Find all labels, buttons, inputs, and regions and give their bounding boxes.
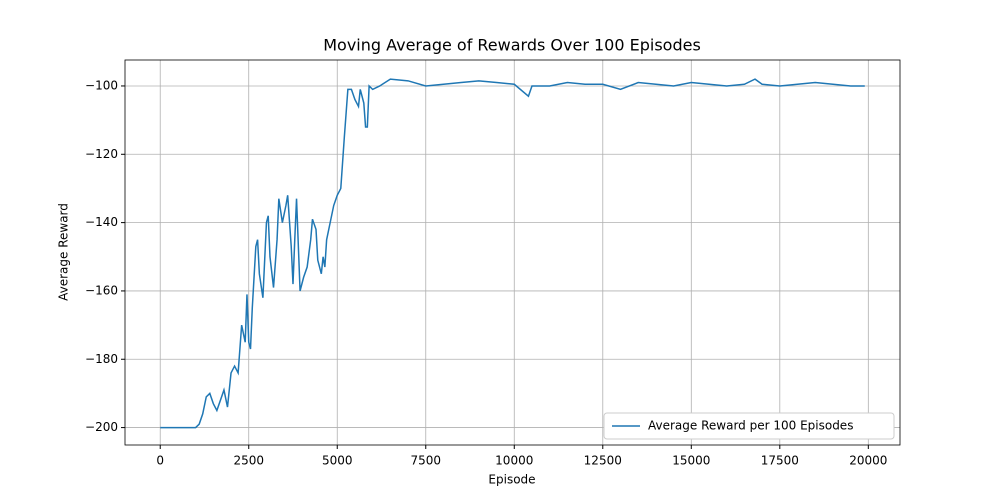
y-tick-label: −180 — [85, 352, 118, 366]
x-tick-label: 17500 — [761, 454, 799, 468]
x-tick-label: 2500 — [233, 454, 264, 468]
x-tick-label: 5000 — [322, 454, 353, 468]
y-axis-label: Average Reward — [57, 203, 71, 301]
chart-title: Moving Average of Rewards Over 100 Episo… — [323, 36, 701, 55]
x-tick-label: 10000 — [495, 454, 533, 468]
data-line — [160, 78, 865, 429]
x-tick-label: 7500 — [410, 454, 441, 468]
x-tick-label: 12500 — [584, 454, 622, 468]
legend-box — [603, 412, 895, 440]
x-axis-label: Episode — [488, 473, 535, 487]
y-tick-label: −140 — [85, 215, 118, 229]
y-tick-label: −200 — [85, 420, 118, 434]
legend-label: Average Reward per 100 Episodes — [648, 419, 853, 433]
plot-frame — [124, 59, 901, 446]
y-tick-label: −120 — [85, 147, 118, 161]
x-tick-label: 20000 — [849, 454, 887, 468]
x-tick-label: 0 — [156, 454, 164, 468]
x-tick-label: 15000 — [672, 454, 710, 468]
y-tick-label: −100 — [85, 78, 118, 92]
y-tick-label: −160 — [85, 283, 118, 297]
